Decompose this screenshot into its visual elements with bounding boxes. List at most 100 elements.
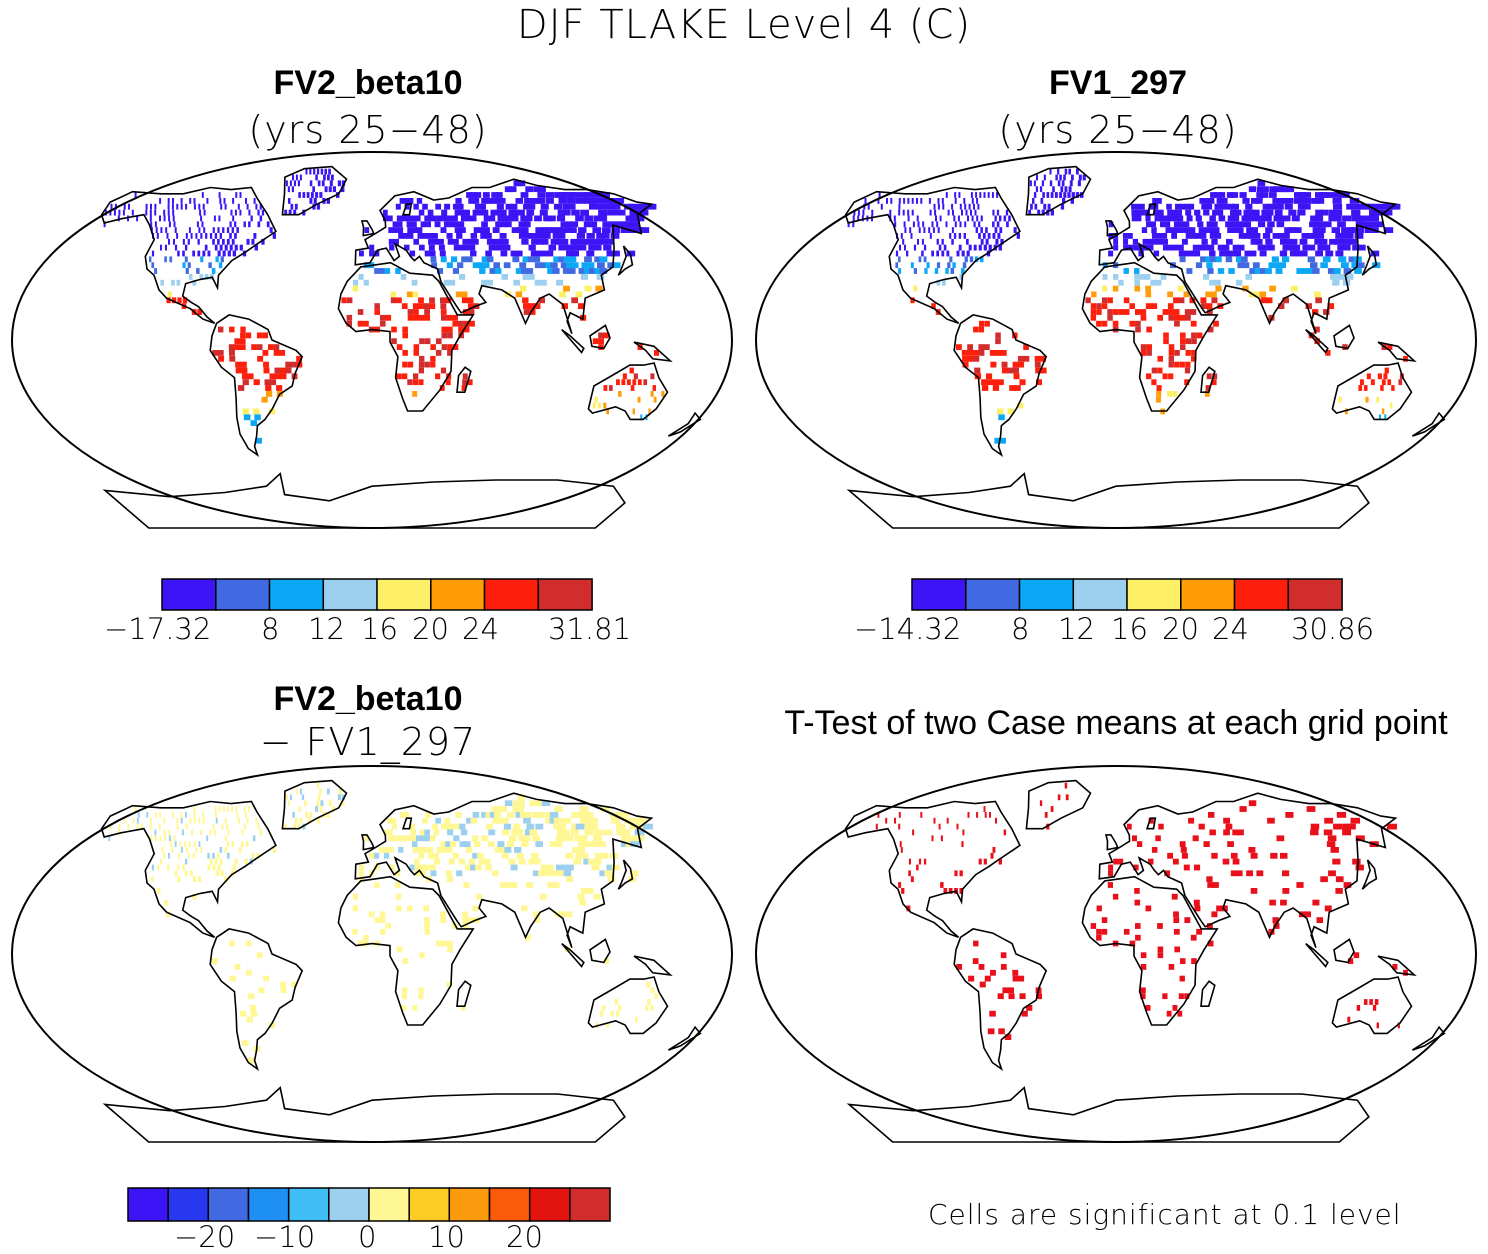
data-cell	[1188, 817, 1195, 824]
data-cell	[1272, 198, 1281, 204]
data-cell	[464, 841, 471, 847]
data-cell	[241, 829, 244, 836]
data-cell	[253, 408, 260, 415]
data-cell	[109, 209, 112, 216]
coastline-namerica	[844, 186, 1021, 325]
data-cell	[1188, 250, 1195, 257]
coastline-papua	[633, 341, 673, 362]
data-cell	[512, 823, 521, 830]
data-cell	[217, 250, 221, 257]
data-cell	[1076, 168, 1079, 175]
data-cell	[1180, 332, 1186, 339]
data-cell	[992, 847, 996, 853]
data-cell	[220, 203, 223, 210]
data-cell	[583, 221, 593, 228]
data-cell	[1151, 847, 1158, 853]
data-cell	[1101, 917, 1108, 923]
colorbar-swatch	[215, 578, 271, 611]
data-cell	[995, 338, 1001, 345]
data-cell	[515, 812, 524, 818]
data-cell	[401, 215, 407, 222]
data-cell	[321, 180, 325, 187]
data-cell	[1387, 344, 1393, 350]
data-cell	[478, 858, 486, 865]
colorbar-swatch	[287, 1187, 330, 1222]
data-cell	[396, 344, 403, 350]
data-cell	[150, 817, 152, 824]
data-cell	[956, 964, 963, 970]
data-cell	[1108, 864, 1114, 871]
data-cell	[1184, 917, 1191, 923]
data-cell	[256, 852, 260, 859]
data-cell	[1185, 209, 1192, 216]
data-cell	[454, 823, 461, 830]
data-cell	[457, 221, 465, 228]
data-cell	[517, 180, 526, 187]
data-cell	[1091, 291, 1097, 298]
data-cell	[622, 373, 627, 380]
data-cell	[1014, 385, 1021, 391]
figure-title: DJF TLAKE Level 4 (C)	[516, 2, 972, 48]
data-cell	[1021, 1010, 1028, 1017]
data-cell	[524, 198, 532, 204]
data-cell	[1248, 233, 1256, 239]
data-cell	[285, 361, 292, 368]
colorbar-difference	[127, 1187, 611, 1222]
data-cell	[1337, 221, 1346, 228]
data-cell	[1191, 350, 1197, 356]
data-cell	[1071, 192, 1075, 198]
data-cell	[434, 221, 441, 228]
data-cell	[1181, 238, 1188, 245]
data-cell	[184, 858, 188, 865]
data-cell	[653, 396, 657, 403]
data-cell	[280, 981, 286, 988]
data-cell	[166, 233, 169, 239]
data-cell	[534, 262, 542, 269]
data-cell	[558, 244, 567, 251]
data-cell	[630, 221, 640, 228]
data-cell	[492, 817, 500, 824]
data-cell	[218, 192, 221, 198]
data-cell	[978, 326, 985, 333]
data-cell	[1363, 385, 1368, 391]
data-cell	[586, 262, 595, 269]
data-cell	[429, 864, 436, 871]
data-cell	[379, 314, 386, 321]
data-cell	[269, 227, 273, 233]
data-cell	[958, 192, 961, 198]
data-cell	[601, 1005, 606, 1011]
data-cell	[374, 864, 380, 871]
data-cell	[898, 203, 901, 210]
data-cell	[943, 888, 948, 894]
data-cell	[149, 215, 152, 222]
data-cell	[470, 864, 477, 871]
data-cell	[491, 870, 499, 877]
data-cell	[898, 198, 901, 204]
data-cell	[235, 192, 238, 198]
data-cell	[1077, 180, 1081, 187]
data-cell	[490, 209, 498, 216]
data-cell	[481, 209, 489, 216]
data-cell	[1356, 262, 1365, 269]
data-cell	[416, 198, 423, 204]
data-cell	[1265, 238, 1273, 245]
data-cell	[236, 812, 239, 818]
data-cell	[402, 958, 408, 964]
data-cell	[563, 285, 570, 292]
data-cell	[403, 198, 409, 204]
data-cell	[1289, 238, 1298, 245]
data-cell	[1150, 279, 1157, 286]
data-cell	[496, 238, 504, 245]
data-cell	[407, 309, 414, 315]
data-cell	[222, 238, 225, 245]
data-cell	[962, 829, 965, 836]
data-cell	[114, 203, 117, 210]
data-cell	[218, 355, 225, 362]
data-cell	[1267, 221, 1275, 228]
data-cell	[579, 899, 587, 906]
data-cell	[374, 250, 380, 257]
data-cell	[1245, 203, 1253, 210]
data-cell	[1291, 215, 1300, 222]
data-cell	[443, 279, 450, 286]
data-cell	[513, 279, 520, 286]
